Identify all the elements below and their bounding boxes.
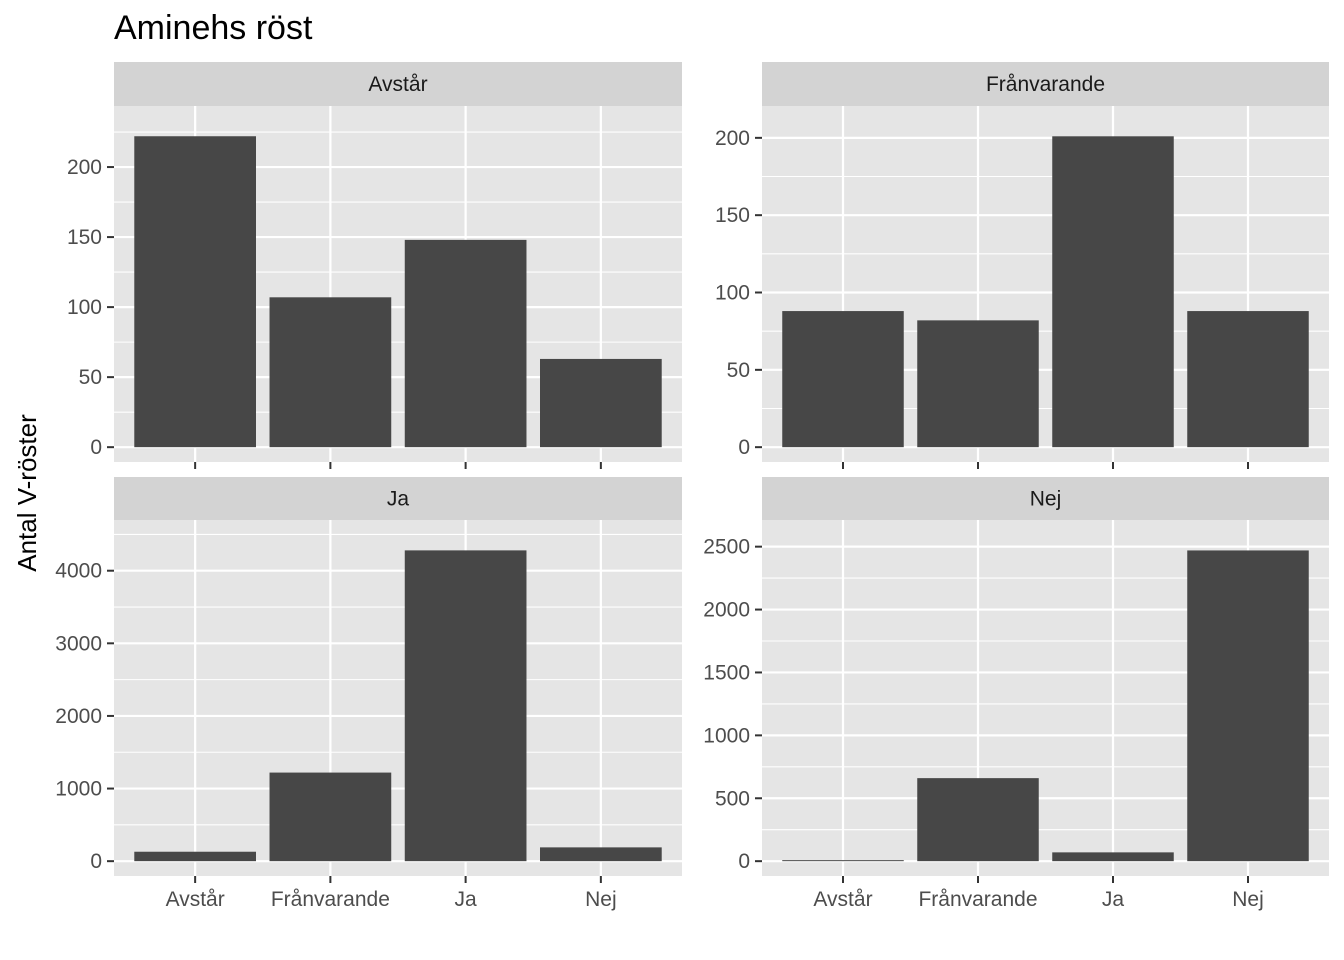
y-tick-label: 200: [715, 127, 750, 150]
x-tick-label: Ja: [1102, 888, 1125, 911]
facet-strip: [114, 477, 682, 520]
y-tick-label: 50: [79, 366, 102, 389]
facet-strip-label: Nej: [1030, 488, 1062, 511]
bar-ja: [1052, 136, 1174, 448]
x-tick-label: Ja: [455, 888, 478, 911]
y-tick-label: 150: [67, 226, 102, 249]
bar-avstår: [782, 311, 904, 448]
y-tick-label: 0: [90, 436, 102, 459]
facet-panels: Avstår 0 50 100 150 200 Frånvarande 0 50 100 150 20…: [55, 62, 1329, 911]
y-tick-label: 1000: [55, 778, 102, 801]
chart-title: Aminehs röst: [114, 9, 313, 47]
facet-panel: Avstår 0 50 100 150 200: [67, 62, 682, 469]
y-tick-label: 100: [715, 282, 750, 305]
facet-panel: Frånvarande 0 50 100 150 200: [715, 62, 1329, 469]
x-tick-label: Nej: [1232, 888, 1264, 911]
y-axis-title: Antal V-röster: [12, 414, 42, 572]
facet-strip-label: Avstår: [368, 73, 427, 96]
bar-frånvarande: [269, 297, 392, 448]
bar-ja: [404, 239, 527, 448]
y-tick-label: 1500: [703, 661, 750, 684]
panel-background: [114, 520, 682, 876]
facet-panel: Ja 0 1000 2000 3000 4000 Avstår Frånvarande Ja Ne…: [55, 477, 682, 911]
y-tick-label: 4000: [55, 560, 102, 583]
bar-avstår: [782, 860, 904, 862]
y-tick-label: 1000: [703, 724, 750, 747]
bar-nej: [540, 358, 662, 448]
y-tick-label: 500: [715, 787, 750, 810]
facet-strip: [114, 62, 682, 106]
x-tick-label: Frånvarande: [271, 888, 390, 911]
facet-strip-label: Frånvarande: [986, 73, 1105, 96]
y-tick-label: 0: [738, 436, 750, 459]
y-tick-label: 50: [727, 359, 750, 382]
y-tick-label: 3000: [55, 632, 102, 655]
bar-nej: [540, 847, 662, 862]
y-tick-label: 2500: [703, 536, 750, 559]
y-tick-label: 2000: [703, 599, 750, 622]
bar-ja: [404, 550, 527, 862]
bar-frånvarande: [917, 778, 1039, 862]
x-tick-label: Frånvarande: [918, 888, 1037, 911]
y-tick-label: 100: [67, 296, 102, 319]
bar-frånvarande: [269, 772, 392, 862]
y-tick-label: 0: [90, 850, 102, 873]
y-tick-label: 150: [715, 204, 750, 227]
x-tick-label: Avstår: [813, 888, 872, 911]
facet-panel: Nej 0 500 1000 1500 2000 2500 Avstår Frånvarande…: [703, 477, 1329, 911]
bar-nej: [1187, 311, 1309, 448]
y-tick-label: 2000: [55, 705, 102, 728]
bar-avstår: [134, 851, 256, 862]
x-tick-label: Nej: [585, 888, 617, 911]
bar-nej: [1187, 550, 1309, 862]
bar-ja: [1052, 852, 1174, 862]
bar-frånvarande: [917, 320, 1039, 448]
bar-avstår: [134, 136, 256, 448]
facet-strip: [762, 62, 1329, 106]
facet-strip-label: Ja: [387, 488, 410, 511]
x-tick-label: Avstår: [166, 888, 225, 911]
y-tick-label: 0: [738, 850, 750, 873]
y-tick-label: 200: [67, 156, 102, 179]
facet-strip: [762, 477, 1329, 520]
